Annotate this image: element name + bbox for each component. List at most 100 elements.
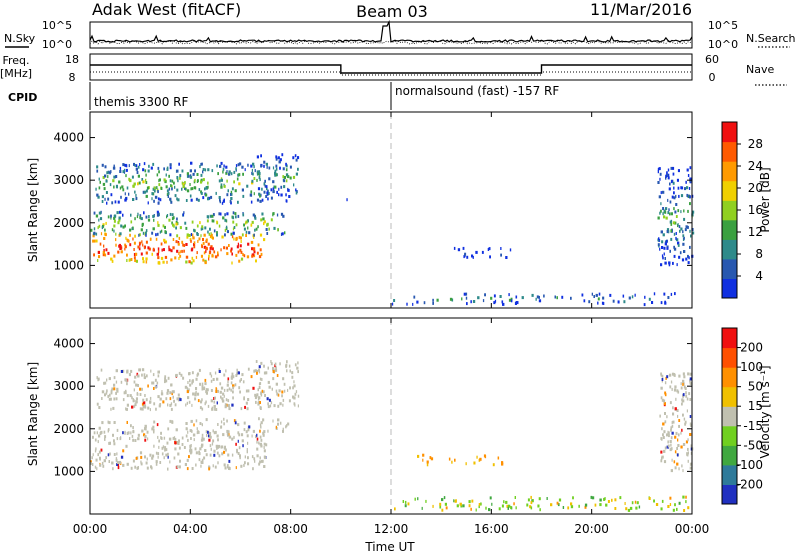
data-cell	[661, 190, 665, 194]
data-cell	[157, 395, 160, 399]
data-cell	[562, 506, 565, 509]
data-cell	[98, 186, 101, 190]
data-cell	[256, 371, 258, 375]
data-cell	[194, 397, 197, 401]
data-cell	[278, 160, 281, 164]
data-cell	[193, 186, 196, 190]
data-cell	[174, 441, 177, 445]
data-cell	[207, 197, 210, 201]
data-cell	[605, 503, 608, 507]
data-cell	[665, 240, 668, 244]
data-cell	[675, 238, 679, 242]
data-cell	[665, 216, 668, 220]
data-cell	[126, 253, 128, 257]
data-cell	[124, 247, 126, 251]
data-cell	[216, 220, 218, 224]
data-cell	[283, 382, 286, 386]
data-cell	[213, 404, 216, 408]
data-cell	[143, 433, 146, 437]
data-cell	[201, 443, 204, 447]
data-cell	[270, 362, 273, 366]
data-cell	[220, 178, 223, 182]
data-cell	[181, 169, 184, 173]
data-cell	[163, 178, 166, 182]
data-cell	[262, 433, 265, 437]
data-cell	[237, 431, 240, 435]
data-cell	[113, 453, 116, 456]
data-cell	[235, 223, 238, 227]
data-cell	[207, 242, 210, 246]
data-cell	[204, 226, 207, 230]
data-cell	[186, 458, 189, 462]
data-cell	[158, 445, 160, 449]
data-cell	[219, 164, 222, 168]
data-cell	[235, 442, 237, 446]
data-cell	[263, 364, 265, 368]
data-cell	[188, 455, 190, 459]
data-cell	[677, 209, 680, 213]
data-cell	[255, 360, 258, 363]
data-cell	[242, 253, 244, 257]
data-cell	[98, 450, 101, 454]
data-cell	[413, 295, 416, 299]
data-cell	[678, 501, 681, 505]
data-cell	[508, 293, 510, 297]
data-cell	[252, 429, 255, 433]
data-cell	[108, 460, 110, 463]
data-cell	[106, 378, 108, 382]
data-cell	[247, 242, 250, 246]
data-cell	[499, 295, 502, 298]
data-cell	[538, 299, 542, 303]
data-cell	[199, 165, 201, 169]
data-cell	[687, 195, 691, 198]
data-cell	[261, 212, 264, 216]
data-cell	[220, 445, 222, 449]
data-cell	[478, 503, 481, 506]
data-cell	[179, 174, 181, 178]
data-cell	[156, 423, 159, 427]
data-cell	[113, 216, 116, 220]
data-cell	[200, 234, 202, 238]
data-cell	[135, 167, 138, 171]
data-cell	[122, 449, 125, 453]
data-cell	[536, 295, 539, 299]
colorbar-segment	[722, 122, 737, 143]
data-cell	[260, 164, 262, 168]
data-cell	[189, 237, 192, 241]
colorbar-segment	[722, 425, 737, 446]
power-colorbar-label: Power [dB]	[758, 167, 772, 232]
data-cell	[612, 299, 615, 303]
data-cell	[188, 388, 190, 392]
data-cell	[113, 439, 115, 443]
data-cell	[132, 226, 134, 230]
x-tick-label: 04:00	[173, 522, 208, 536]
data-cell	[657, 243, 660, 247]
data-cell	[196, 392, 200, 396]
data-cell	[181, 436, 184, 440]
data-cell	[286, 360, 288, 364]
data-cell	[226, 179, 228, 183]
data-cell	[266, 232, 269, 235]
data-cell	[689, 415, 692, 418]
data-cell	[432, 301, 434, 305]
data-cell	[104, 174, 107, 178]
data-cell	[203, 245, 207, 249]
data-cell	[259, 178, 261, 182]
data-cell	[232, 396, 234, 400]
data-cell	[676, 462, 679, 466]
data-cell	[231, 187, 234, 191]
data-cell	[122, 213, 124, 217]
data-cell	[214, 255, 218, 259]
data-cell	[175, 240, 178, 244]
data-cell	[152, 428, 155, 432]
data-cell	[176, 249, 179, 253]
data-cell	[625, 507, 628, 511]
data-cell	[145, 229, 148, 233]
data-cell	[628, 296, 631, 300]
data-cell	[171, 217, 174, 221]
data-cell	[221, 445, 224, 449]
data-cell	[146, 430, 149, 434]
data-cell	[116, 463, 119, 466]
data-cell	[230, 197, 233, 200]
